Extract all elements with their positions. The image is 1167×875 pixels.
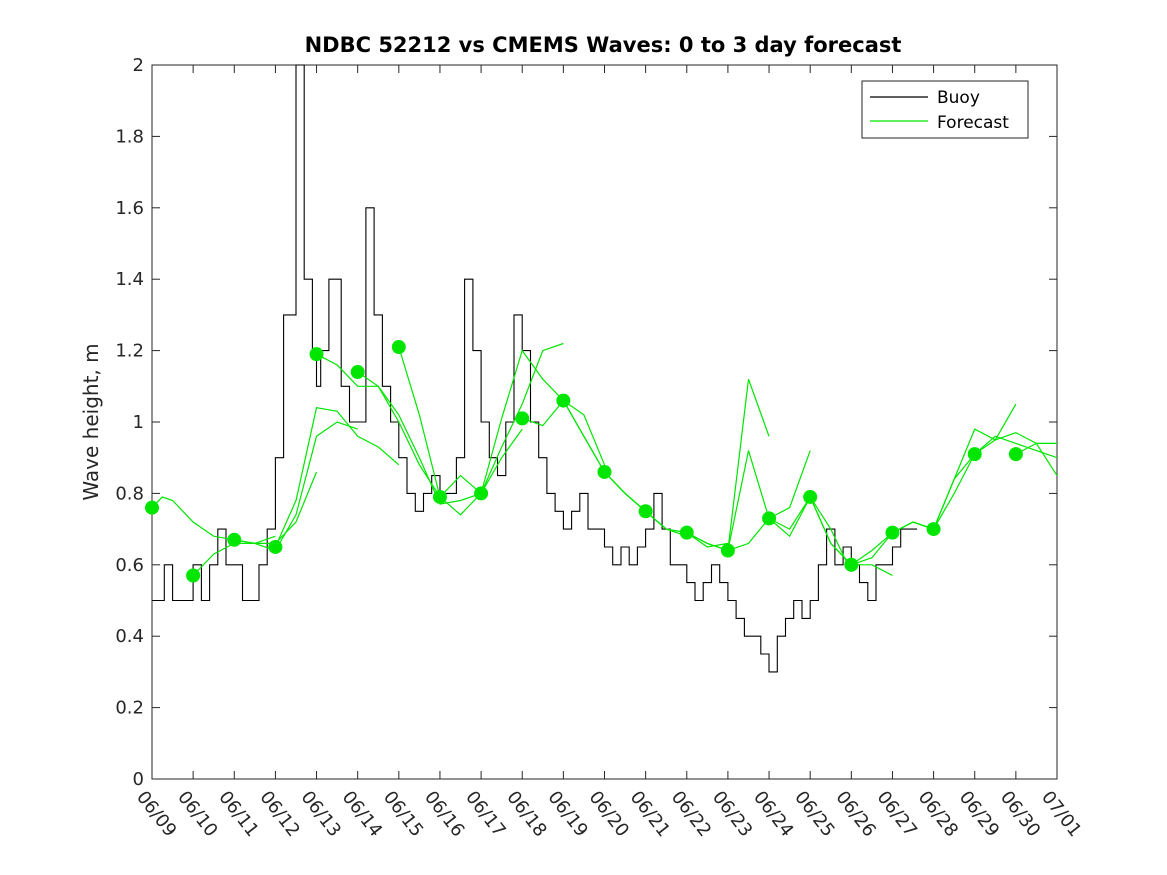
forecast-run-line [439,342,564,498]
forecast-marker [145,500,159,515]
forecast-marker [432,489,447,504]
y-tick-label: 2 [133,55,144,76]
forecast-marker [638,504,653,519]
forecast-marker [803,489,818,504]
y-tick-label: 0.4 [115,626,144,647]
y-tick-label: 0.6 [115,555,144,576]
y-tick-label: 0 [133,769,144,790]
forecast-markers [145,340,1023,583]
forecast-run-line [974,432,1057,455]
forecast-marker [679,525,694,540]
y-tick-label: 1.2 [115,341,144,362]
forecast-series [151,342,1058,577]
forecast-marker [720,543,735,558]
legend-forecast-label: Forecast [937,113,1009,133]
forecast-run-line [398,346,523,516]
forecast-marker [762,511,777,526]
forecast-marker [309,347,324,362]
forecast-run-line [686,450,811,552]
y-axis-label: Wave height, m [79,343,103,500]
forecast-marker [186,568,201,583]
forecast-marker [350,365,365,380]
y-tick-label: 1.8 [115,126,144,147]
legend-buoy-label: Buoy [937,88,980,108]
buoy-line [152,64,918,673]
forecast-marker [597,464,612,479]
forecast-marker [515,411,530,426]
buoy-series [152,64,918,673]
forecast-run-line [357,371,482,505]
forecast-marker [227,532,242,547]
forecast-marker [556,393,571,408]
y-tick-label: 0.8 [115,483,144,504]
forecast-marker [885,525,900,540]
forecast-run-line [1015,442,1058,476]
forecast-marker [1008,447,1023,462]
forecast-marker [268,539,283,554]
chart-title: NDBC 52212 vs CMEMS Waves: 0 to 3 day fo… [305,33,902,57]
legend-box [861,80,1029,139]
y-tick-label: 0.2 [115,698,144,719]
forecast-run-line [727,495,852,573]
y-tick-label: 1.6 [115,198,144,219]
y-axis-ticks: 0 0.2 0.4 0.6 0.8 1 1.2 1.4 1.6 1.8 2 [115,55,1057,790]
plot-area [151,64,1058,780]
forecast-marker [391,340,406,355]
y-tick-label: 1.4 [115,269,144,290]
forecast-run-line [234,421,358,552]
forecast-marker [967,447,982,462]
forecast-run-line [480,349,606,494]
forecast-marker [844,557,859,572]
forecast-run-line [274,407,400,548]
legend: Buoy Forecast [861,80,1029,139]
forecast-run-line [933,435,1058,530]
y-tick-label: 1 [133,412,144,433]
forecast-marker [474,486,489,501]
forecast-marker [926,522,941,537]
